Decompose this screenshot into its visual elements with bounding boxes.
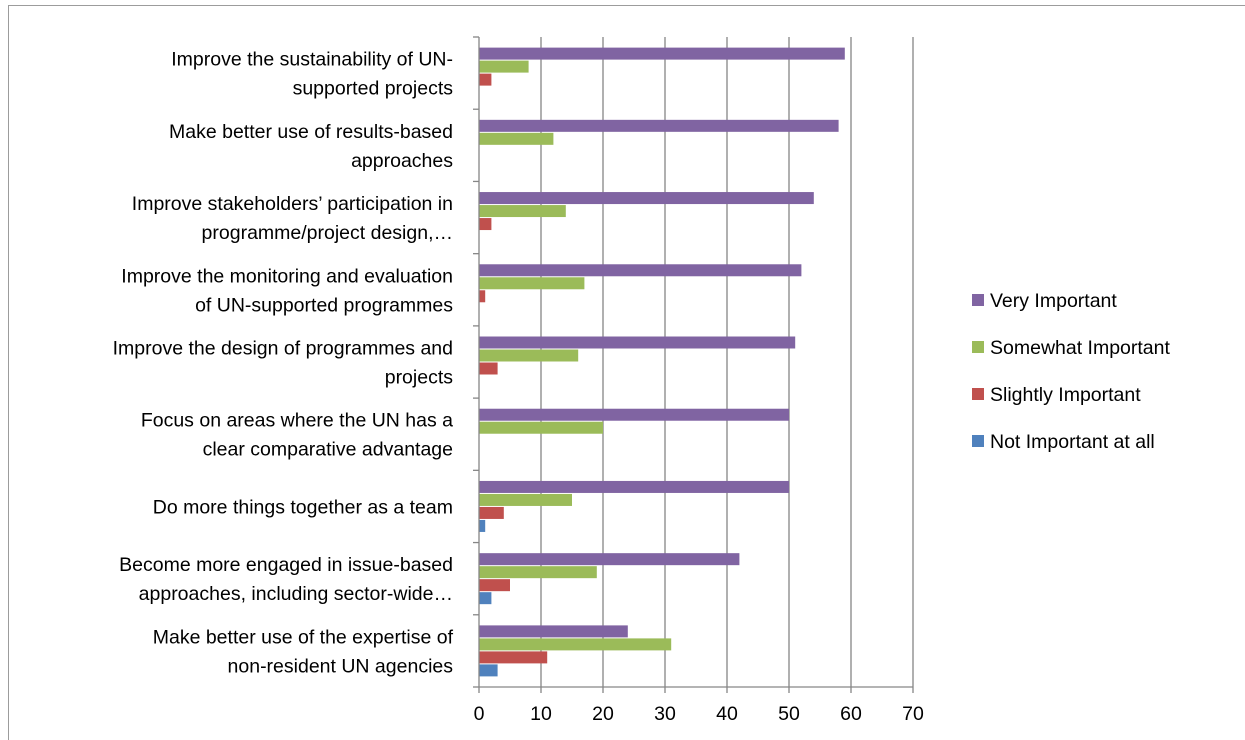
category-label-5: Focus on areas where the UN has a clear c…	[141, 410, 453, 461]
bar-not-important-at-all-8	[479, 664, 498, 677]
category-label-line: Become more engaged in issue-based	[119, 554, 453, 576]
category-label-1: Make better use of results-based approach…	[169, 121, 453, 172]
bar-somewhat-important-4	[479, 349, 579, 362]
category-label-line: programme/project design,…	[202, 222, 453, 244]
x-tick-label-5: 50	[778, 703, 800, 725]
bar-somewhat-important-3	[479, 277, 585, 290]
x-tick-label-4: 40	[716, 703, 738, 725]
bar-not-important-at-all-6	[479, 519, 486, 532]
category-label-line: Make better use of the expertise of	[153, 626, 454, 648]
legend-label: Very Important	[990, 290, 1117, 312]
bar-somewhat-important-2	[479, 205, 566, 218]
legend: Very Important Somewhat Important Slightly…	[972, 290, 1171, 453]
bar-very-important-7	[479, 553, 740, 566]
x-tick-label-3: 30	[654, 703, 676, 725]
legend-item-2: Slightly Important	[972, 384, 1141, 406]
x-tick-label-0: 0	[474, 703, 485, 725]
category-label-line: Improve the monitoring and evaluation	[121, 265, 453, 287]
category-label-line: of UN-supported programmes	[195, 294, 453, 316]
bar-slightly-important-4	[479, 362, 498, 375]
bar-very-important-5	[479, 408, 789, 421]
category-label-3: Improve the monitoring and evaluation of …	[121, 265, 453, 316]
bar-slightly-important-8	[479, 651, 548, 664]
category-label-line: approaches	[351, 150, 453, 172]
category-label-line: Do more things together as a team	[153, 496, 453, 518]
bar-somewhat-important-5	[479, 421, 603, 434]
bar-very-important-4	[479, 336, 796, 349]
x-tick-label-2: 20	[592, 703, 614, 725]
bar-slightly-important-7	[479, 579, 510, 592]
bar-very-important-6	[479, 480, 789, 493]
bar-slightly-important-0	[479, 73, 492, 86]
x-tick-label-1: 10	[530, 703, 552, 725]
legend-swatch	[972, 435, 984, 447]
category-labels: Improve the sustainability of UN-support…	[113, 49, 454, 678]
category-label-line: Improve stakeholders’ participation in	[132, 193, 453, 215]
bar-very-important-0	[479, 47, 845, 60]
legend-item-0: Very Important	[972, 290, 1117, 312]
chart-frame	[8, 5, 1245, 740]
x-tick-label-7: 70	[902, 703, 924, 725]
category-label-line: projects	[385, 367, 454, 389]
legend-label: Somewhat Important	[990, 337, 1171, 359]
bar-slightly-important-3	[479, 290, 486, 303]
legend-swatch	[972, 294, 984, 306]
bar-somewhat-important-8	[479, 638, 672, 651]
category-label-0: Improve the sustainability of UN-support…	[171, 49, 453, 100]
legend-label: Slightly Important	[990, 384, 1141, 406]
category-label-line: clear comparative advantage	[203, 439, 453, 461]
gridlines	[540, 37, 914, 687]
category-label-line: Focus on areas where the UN has a	[141, 410, 453, 432]
category-label-6: Do more things together as a team	[153, 496, 453, 518]
bar-very-important-2	[479, 192, 814, 205]
bar-very-important-1	[479, 119, 839, 132]
category-label-line: supported projects	[293, 78, 454, 100]
x-tick-label-6: 60	[840, 703, 862, 725]
x-tick-labels: 0 10 20 30 40 50 60 70	[474, 703, 924, 725]
category-label-line: approaches, including sector-wide…	[139, 583, 453, 605]
legend-item-3: Not Important at all	[972, 431, 1155, 453]
legend-swatch	[972, 388, 984, 400]
bar-somewhat-important-6	[479, 493, 572, 506]
category-label-line: Improve the design of programmes and	[113, 338, 453, 360]
legend-swatch	[972, 341, 984, 353]
category-label-8: Make better use of the expertise of non-r…	[153, 626, 454, 677]
bar-somewhat-important-1	[479, 132, 554, 145]
category-label-2: Improve stakeholders’ participation in pr…	[132, 193, 453, 244]
category-label-line: Make better use of results-based	[169, 121, 453, 143]
category-label-line: non-resident UN agencies	[228, 655, 454, 677]
bar-somewhat-important-0	[479, 60, 529, 73]
legend-item-1: Somewhat Important	[972, 337, 1171, 359]
bar-somewhat-important-7	[479, 566, 597, 579]
bar-not-important-at-all-7	[479, 592, 492, 605]
category-label-4: Improve the design of programmes and proj…	[113, 338, 454, 389]
category-label-7: Become more engaged in issue-based approa…	[119, 554, 453, 605]
bar-slightly-important-6	[479, 506, 504, 519]
bar-slightly-important-2	[479, 218, 492, 231]
category-label-line: Improve the sustainability of UN-	[171, 49, 453, 71]
legend-label: Not Important at all	[990, 431, 1155, 453]
axes	[473, 36, 914, 693]
bar-very-important-3	[479, 264, 802, 277]
bars	[479, 47, 845, 677]
bar-very-important-8	[479, 625, 628, 638]
